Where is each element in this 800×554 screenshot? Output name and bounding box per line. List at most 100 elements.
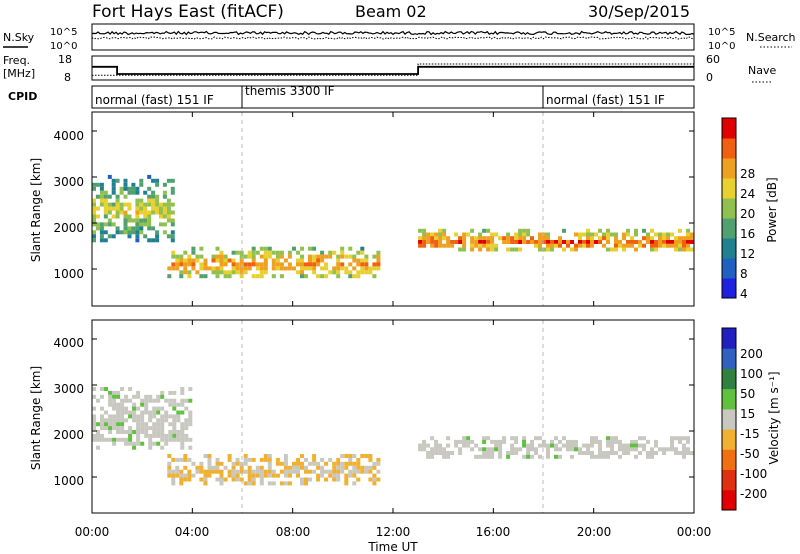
power-cell [634,240,638,244]
power-cell [135,234,140,239]
velocity-cell [164,414,169,419]
power-cell [251,250,256,255]
power-cell [211,254,216,259]
velocity-cell [458,439,463,444]
power-cell [103,238,108,243]
velocity-cell [482,447,487,452]
power-cell [139,210,144,215]
velocity-cell [275,473,280,478]
velocity-cbar-tick: -15 [740,427,760,441]
power-cell [434,243,439,248]
velocity-cell [124,430,129,434]
velocity-cell [434,443,439,448]
power-cell [162,190,167,195]
power-cell [486,240,491,244]
velocity-cell [183,473,188,478]
velocity-cell [187,477,192,482]
velocity-cell [360,469,365,474]
power-cell [332,250,337,255]
velocity-cell [498,451,503,455]
velocity-cell [188,414,193,419]
power-cell [438,236,443,241]
velocity-cell [96,445,100,450]
power-cell [95,194,100,199]
power-cell [223,258,228,263]
velocity-cell [148,414,153,419]
velocity-cell [100,433,104,438]
velocity-cell [148,398,153,403]
power-cell [426,236,431,241]
velocity-cell [144,433,149,438]
power-cell [566,243,570,248]
power-cell [287,262,292,267]
power-cell [598,228,602,233]
velocity-cell [490,454,495,459]
velocity-cell [203,454,208,458]
velocity-cell [510,436,515,441]
power-cell [510,247,515,252]
power-cell [490,240,495,244]
velocity-cell [152,398,157,403]
power-cell [296,250,300,255]
velocity-cell [239,469,244,474]
power-cell [324,262,329,267]
power-cell [336,266,341,271]
velocity-cell [674,451,678,455]
power-cell [586,236,590,241]
velocity-cell [356,465,361,470]
velocity-cell [654,443,658,448]
velocity-cell [175,473,180,478]
power-cell [578,243,582,248]
velocity-cell [300,461,304,466]
velocity-cell [140,441,145,446]
velocity-cell [116,418,121,423]
velocity-cell [376,461,381,466]
power-cell [502,240,507,244]
velocity-cell [215,469,220,474]
power-cell [151,198,156,203]
velocity-cell [207,454,212,458]
power-cell [279,262,284,267]
power-cell [466,232,471,237]
velocity-cell [120,437,125,442]
power-cell [166,198,171,203]
velocity-cell [454,443,459,448]
power-cell [650,247,654,252]
velocity-cell [300,477,304,482]
power-cell [292,246,296,251]
power-cell [155,230,160,235]
power-cell [586,228,590,233]
velocity-cell [231,473,236,478]
power-cell [227,258,232,263]
power-cell [518,247,523,252]
velocity-cell [136,422,141,427]
power-cell [546,236,550,241]
velocity-cell [156,394,161,399]
velocity-cell [124,398,129,403]
freq-unit-label: [MHz] [3,67,35,80]
velocity-cell [466,439,471,444]
velocity-cell [356,477,361,482]
velocity-cell [176,414,181,419]
velocity-cell [642,447,646,452]
velocity-cell [184,406,189,411]
power-cell [526,240,531,244]
velocity-cell [116,414,121,419]
power-cell [135,210,140,215]
velocity-cell [566,443,570,448]
velocity-cell [120,387,125,391]
velocity-cell [156,398,161,403]
velocity-cell [610,443,614,448]
velocity-cell [112,406,117,411]
velocity-cell [168,430,173,434]
velocity-cell [136,390,141,395]
power-cell [686,240,690,244]
power-cell [506,240,511,244]
velocity-cell [176,418,181,423]
power-cell [558,240,562,244]
velocity-cell [96,422,100,427]
velocity-cell [686,447,690,452]
power-cell [239,274,244,279]
power-cell [534,240,538,244]
power-cbar-tick: 24 [740,187,755,201]
